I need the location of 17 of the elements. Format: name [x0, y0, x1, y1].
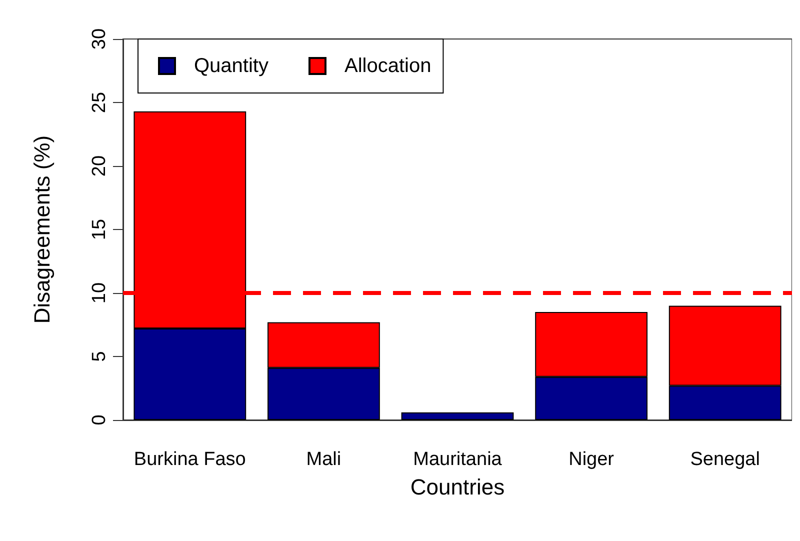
y-axis-title: Disagreements (%): [30, 135, 54, 324]
x-tick-label: Senegal: [690, 449, 760, 470]
y-tick-label: 30: [89, 28, 110, 50]
bar: [401, 412, 514, 420]
x-tick-label: Mali: [306, 449, 342, 470]
legend-label: Allocation: [344, 55, 432, 77]
y-tick-label: 10: [89, 282, 110, 304]
legend-label: Quantity: [194, 55, 268, 77]
y-tick-label: 5: [89, 351, 110, 362]
y-tick-label: 25: [89, 92, 110, 114]
x-tick-label: Niger: [568, 449, 615, 470]
x-tick-label: Mauritania: [413, 449, 502, 470]
y-tick-label: 0: [89, 414, 110, 426]
y-tick-label: 15: [89, 218, 110, 240]
x-tick-label: Burkina Faso: [134, 449, 246, 470]
x-axis-title: Countries: [410, 474, 505, 500]
y-tick-label: 20: [89, 155, 110, 177]
